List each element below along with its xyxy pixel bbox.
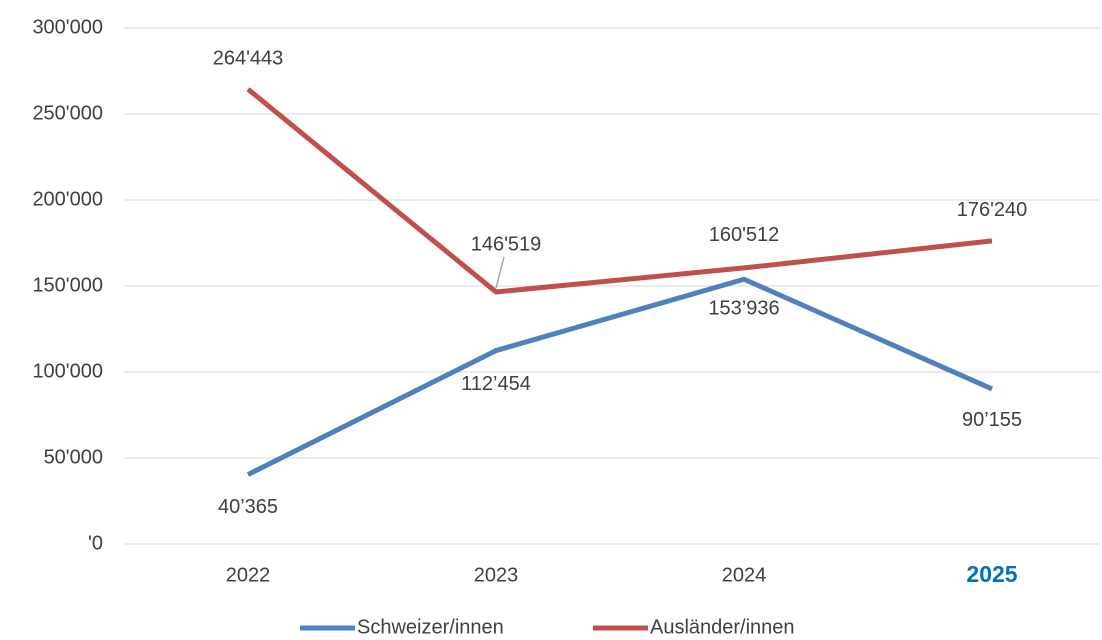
y-tick-label: 150'000: [32, 274, 103, 296]
legend-label: Schweizer/innen: [357, 616, 504, 638]
data-label: 40’365: [218, 496, 278, 518]
data-label: 176'240: [957, 199, 1028, 221]
y-tick-label: 200'000: [32, 188, 103, 210]
y-tick-label: 250'000: [32, 102, 103, 124]
y-tick-label: 100'000: [32, 360, 103, 382]
y-tick-label: 50'000: [44, 446, 103, 468]
series-line: [246, 276, 994, 477]
y-tick-label: '0: [88, 532, 103, 554]
x-tick-label: 2024: [722, 564, 767, 586]
data-label: 153’936: [708, 298, 779, 320]
legend-label: Ausländer/innen: [650, 616, 795, 638]
data-label: 264'443: [213, 47, 284, 69]
x-tick-label: 2025: [966, 561, 1017, 587]
data-label: 90’155: [962, 409, 1022, 431]
data-label: 112’454: [461, 373, 531, 395]
data-label: 146'519: [471, 233, 542, 255]
data-label: 160'512: [709, 224, 780, 246]
series-line: [246, 87, 993, 295]
y-tick-label: 300'000: [32, 16, 103, 38]
leader-line: [495, 256, 505, 289]
x-tick-label: 2023: [474, 564, 519, 586]
x-tick-label: 2022: [226, 564, 271, 586]
